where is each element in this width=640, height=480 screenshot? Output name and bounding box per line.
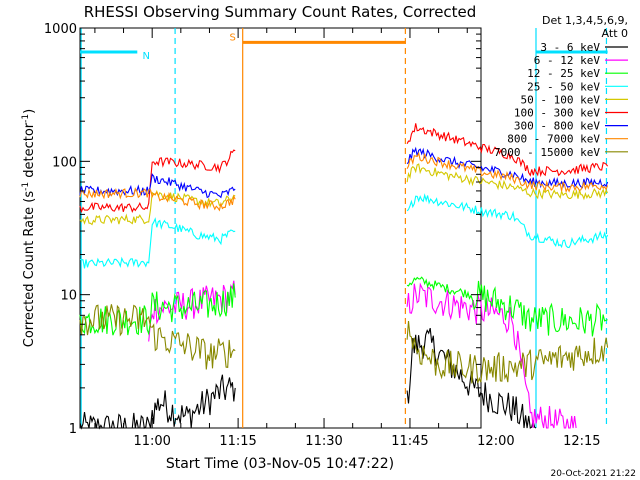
legend-label: 6 - 12 keV xyxy=(534,54,601,67)
y-axis: 1 10 100 1000 xyxy=(44,22,481,437)
y-axis-label: Corrected Count Rate (s-1 detector-1) xyxy=(21,109,37,347)
series-line xyxy=(79,283,236,336)
series-line xyxy=(406,321,609,384)
y-tick-label: 10 xyxy=(60,289,77,304)
y-axis-label-sup: -1 xyxy=(21,182,31,191)
footer-date: 20-Oct-2021 21:22 xyxy=(551,469,636,479)
x-tick-label: 11:45 xyxy=(391,434,428,449)
y-tick-label: 100 xyxy=(52,155,77,170)
y-axis-label-part: detector xyxy=(22,122,37,182)
series-line xyxy=(79,374,236,430)
flag-label: S xyxy=(230,32,236,43)
series-line xyxy=(406,123,609,178)
plot-frame xyxy=(79,27,482,429)
y-axis-label-sup: -1 xyxy=(21,114,31,123)
series-line xyxy=(406,327,537,429)
series-line xyxy=(406,276,608,337)
flag-label: N xyxy=(143,51,150,62)
series-line xyxy=(79,304,236,370)
legend-label: 3 - 6 keV xyxy=(540,41,600,54)
y-axis-label-part: ) xyxy=(22,109,37,114)
x-tick-label: 12:15 xyxy=(563,434,600,449)
series-line xyxy=(79,217,236,269)
series-line xyxy=(406,163,609,201)
legend-label: 12 - 25 keV xyxy=(527,67,600,80)
legend-label: 7000 - 15000 keV xyxy=(494,146,600,159)
series-line xyxy=(406,282,577,429)
legend-label: 25 - 50 keV xyxy=(527,80,600,93)
x-tick-label: 11:00 xyxy=(133,434,170,449)
y-tick-label: 1 xyxy=(69,422,77,437)
legend-header-line: Att 0 xyxy=(602,27,628,40)
flags-layer: NS xyxy=(80,32,608,62)
legend-label: 100 - 300 keV xyxy=(514,107,600,120)
legend-header-line: Det 1,3,4,5,6,9, xyxy=(542,14,628,27)
series-line xyxy=(406,151,609,194)
x-axis: 11:00 11:15 11:30 11:45 12:00 12:15 xyxy=(94,28,601,449)
series-line xyxy=(79,187,236,212)
y-axis-label-part: Corrected Count Rate (s xyxy=(22,191,37,348)
x-tick-label: 12:00 xyxy=(477,434,514,449)
x-tick-label: 11:15 xyxy=(219,434,256,449)
chart-title: RHESSI Observing Summary Count Rates, Co… xyxy=(84,3,477,21)
series-line xyxy=(406,193,609,249)
legend-label: 300 - 800 keV xyxy=(514,120,600,133)
legend-label: 800 - 7000 keV xyxy=(507,133,600,146)
x-axis-label: Start Time (03-Nov-05 10:47:22) xyxy=(166,456,394,472)
series-line xyxy=(79,149,236,214)
x-tick-label: 11:30 xyxy=(305,434,342,449)
series-line xyxy=(406,146,609,189)
series-line xyxy=(148,280,236,342)
series-layer xyxy=(79,123,609,430)
legend-label: 50 - 100 keV xyxy=(521,93,601,106)
y-tick-label: 1000 xyxy=(44,22,77,37)
